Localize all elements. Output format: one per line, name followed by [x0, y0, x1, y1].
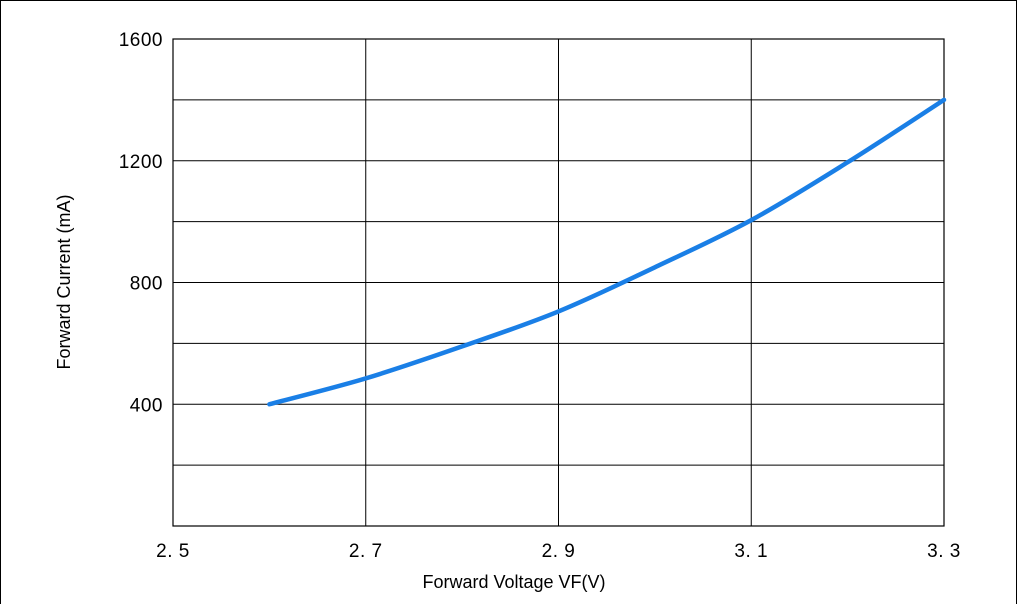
y-tick-label: 800 — [130, 274, 163, 295]
y-axis-label: Forward Current (mA) — [54, 194, 74, 369]
series-layer — [267, 97, 947, 407]
y-tick-label: 400 — [130, 395, 163, 416]
series-line-0 — [267, 97, 947, 407]
x-tick-label: 2. 9 — [542, 541, 576, 562]
x-tick-label: 2. 7 — [349, 541, 383, 562]
x-axis-label: Forward Voltage VF(V) — [422, 572, 605, 592]
y-tick-label: 1600 — [119, 30, 163, 51]
grid-lines — [172, 38, 945, 527]
y-tick-label: 1200 — [119, 152, 163, 173]
x-tick-labels: 2. 5 2. 7 2. 9 3. 1 3. 3 — [156, 541, 961, 562]
x-tick-label: 2. 5 — [156, 541, 190, 562]
x-tick-label: 3. 1 — [734, 541, 768, 562]
x-tick-label: 3. 3 — [927, 541, 961, 562]
y-tick-labels: 400 800 1200 1600 — [119, 30, 163, 416]
